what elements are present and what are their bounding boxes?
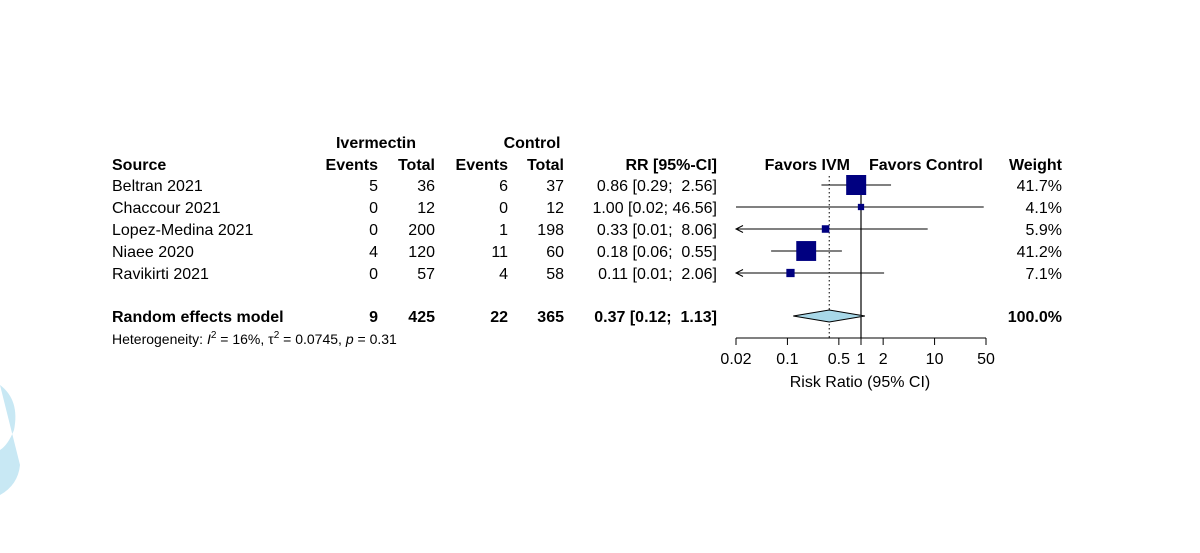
source-header: Source bbox=[112, 157, 166, 174]
het-tau-symbol: τ bbox=[268, 331, 274, 347]
x-tick-label: 0.1 bbox=[776, 351, 798, 368]
summary-source: Random effects model bbox=[112, 309, 284, 326]
treat-events-header: Events bbox=[326, 157, 379, 174]
x-tick-label: 0.5 bbox=[828, 351, 850, 368]
summary-treat-total: 425 bbox=[408, 309, 435, 326]
het-tau-sup: 2 bbox=[274, 330, 280, 341]
study-ctrl-events: 11 bbox=[491, 244, 508, 261]
treat-total-header: Total bbox=[398, 157, 435, 174]
study-weight: 41.2% bbox=[1017, 244, 1062, 261]
study-treat-total: 200 bbox=[408, 222, 435, 239]
study-treat-events: 0 bbox=[369, 222, 378, 239]
summary-ctrl-events: 22 bbox=[490, 309, 508, 326]
x-tick-label: 0.02 bbox=[720, 351, 751, 368]
study-rows: Beltran 2021 5 36 6 37 0.86 [0.29; 2.56]… bbox=[112, 178, 1062, 283]
treatment-group-label: Ivermectin bbox=[336, 135, 416, 152]
summary-diamond bbox=[793, 309, 865, 323]
study-effect-box bbox=[786, 268, 795, 278]
study-source: Lopez-Medina 2021 bbox=[112, 222, 254, 239]
x-tick-label: 50 bbox=[977, 351, 995, 368]
study-effect-box bbox=[821, 225, 830, 233]
favors-right-label: Favors Control bbox=[869, 157, 983, 174]
study-ctrl-total: 37 bbox=[546, 178, 564, 195]
study-rr: 0.33 [0.01; 8.06] bbox=[597, 222, 717, 239]
study-ci-arrow bbox=[734, 225, 744, 233]
study-weight: 4.1% bbox=[1026, 200, 1062, 217]
study-effect-box bbox=[857, 203, 865, 211]
x-tick-label: 2 bbox=[879, 351, 888, 368]
heterogeneity-text: Heterogeneity: I2 = 16%, τ2 = 0.0745, p … bbox=[112, 330, 397, 347]
study-source: Beltran 2021 bbox=[112, 178, 203, 195]
study-treat-events: 4 bbox=[369, 244, 378, 261]
het-i-value: = 16%, bbox=[216, 331, 268, 347]
het-p-symbol: p bbox=[345, 331, 354, 347]
study-ci-arrow bbox=[734, 269, 744, 277]
study-row: Lopez-Medina 2021 0 200 1 198 0.33 [0.01… bbox=[112, 222, 1062, 239]
x-tick-label: 10 bbox=[926, 351, 944, 368]
x-axis-label: Risk Ratio (95% CI) bbox=[790, 374, 930, 391]
ctrl-events-header: Events bbox=[456, 157, 509, 174]
study-ctrl-total: 58 bbox=[546, 266, 564, 283]
x-tick-label: 1 bbox=[857, 351, 866, 368]
study-row: Ravikirti 2021 0 57 4 58 0.11 [0.01; 2.0… bbox=[112, 266, 1062, 283]
study-rr: 0.18 [0.06; 0.55] bbox=[597, 244, 717, 261]
study-row: Chaccour 2021 0 12 0 12 1.00 [0.02; 46.5… bbox=[112, 200, 1062, 217]
study-source: Chaccour 2021 bbox=[112, 200, 221, 217]
weight-header: Weight bbox=[1009, 157, 1063, 174]
het-i-sup: 2 bbox=[211, 330, 217, 341]
study-rr: 1.00 [0.02; 46.56] bbox=[592, 200, 717, 217]
study-source: Niaee 2020 bbox=[112, 244, 194, 261]
study-treat-events: 5 bbox=[369, 178, 378, 195]
study-ctrl-total: 198 bbox=[537, 222, 564, 239]
het-tau-value: = 0.0745, bbox=[279, 331, 346, 347]
study-treat-events: 0 bbox=[369, 266, 378, 283]
study-effect-box bbox=[796, 241, 817, 261]
study-treat-events: 0 bbox=[369, 200, 378, 217]
study-ctrl-total: 12 bbox=[546, 200, 564, 217]
het-p-value: = 0.31 bbox=[354, 331, 397, 347]
summary-ctrl-total: 365 bbox=[537, 309, 564, 326]
study-weight: 41.7% bbox=[1017, 178, 1062, 195]
study-row: Niaee 2020 4 120 11 60 0.18 [0.06; 0.55]… bbox=[112, 244, 1062, 261]
control-group-label: Control bbox=[504, 135, 561, 152]
study-treat-total: 120 bbox=[408, 244, 435, 261]
study-ctrl-events: 0 bbox=[499, 200, 508, 217]
study-ctrl-events: 6 bbox=[499, 178, 508, 195]
summary-treat-events: 9 bbox=[369, 309, 378, 326]
study-weight: 7.1% bbox=[1026, 266, 1062, 283]
plot-area: 0.02 0.1 0.5 1 2 10 50 bbox=[720, 175, 995, 368]
summary-rr: 0.37 [0.12; 1.13] bbox=[594, 309, 717, 326]
study-rr: 0.86 [0.29; 2.56] bbox=[597, 178, 717, 195]
study-ctrl-events: 1 bbox=[499, 222, 508, 239]
study-rr: 0.11 [0.01; 2.06] bbox=[598, 266, 717, 283]
study-ctrl-events: 4 bbox=[499, 266, 508, 283]
study-effect-box bbox=[846, 175, 867, 195]
ctrl-total-header: Total bbox=[527, 157, 564, 174]
study-treat-total: 36 bbox=[417, 178, 435, 195]
study-source: Ravikirti 2021 bbox=[112, 266, 209, 283]
summary-row: Random effects model 9 425 22 365 0.37 [… bbox=[112, 309, 1062, 326]
favors-left-label: Favors IVM bbox=[765, 157, 850, 174]
study-row: Beltran 2021 5 36 6 37 0.86 [0.29; 2.56]… bbox=[112, 178, 1062, 195]
study-ctrl-total: 60 bbox=[546, 244, 564, 261]
study-treat-total: 57 bbox=[417, 266, 435, 283]
rr-header: RR [95%-CI] bbox=[625, 157, 717, 174]
study-weight: 5.9% bbox=[1026, 222, 1062, 239]
summary-weight: 100.0% bbox=[1008, 309, 1062, 326]
het-prefix: Heterogeneity: bbox=[112, 331, 207, 347]
het-i-symbol: I bbox=[207, 331, 211, 347]
study-treat-total: 12 bbox=[417, 200, 435, 217]
decorative-circle-fragment bbox=[0, 385, 20, 495]
